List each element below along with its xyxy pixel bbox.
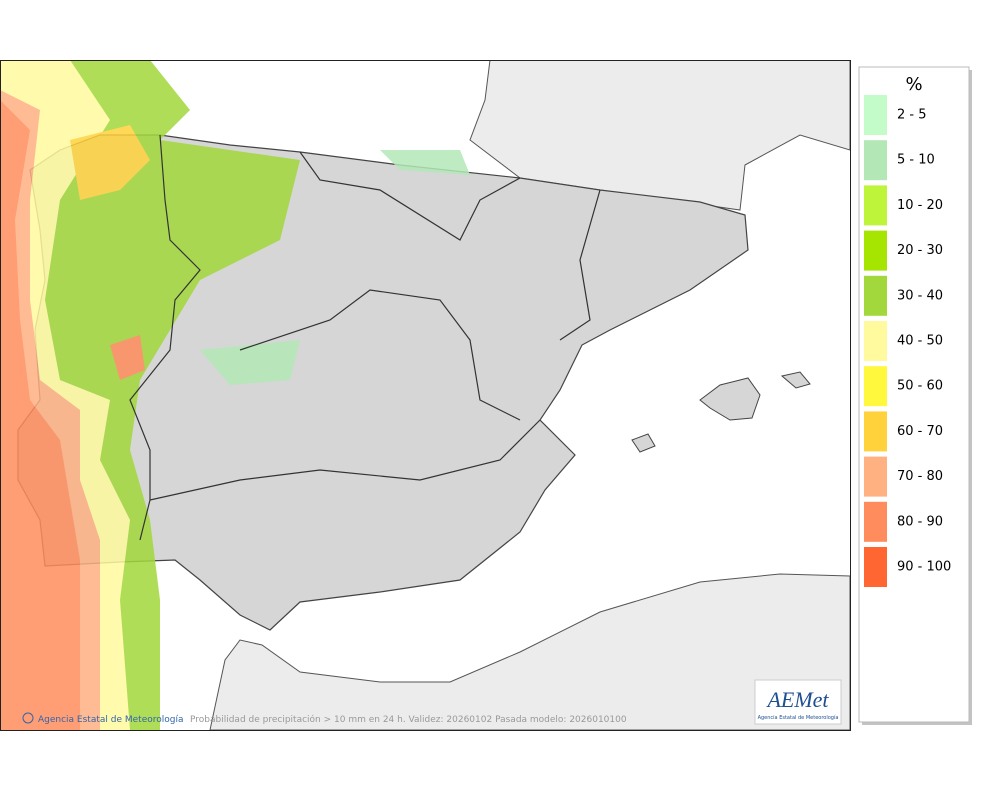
- legend-label: 90 - 100: [897, 560, 951, 575]
- logo-name: AEMet: [765, 687, 829, 712]
- france: [469, 60, 850, 211]
- legend-items: 2 - 5 5 - 10 10 - 20 20 - 30 30 - 40 40 - 50 5…: [864, 95, 951, 587]
- africa: [209, 573, 850, 730]
- legend-swatch: [864, 275, 887, 316]
- caption: Probabilidad de precipitación > 10 mm en…: [190, 714, 627, 725]
- legend-swatch: [864, 547, 887, 587]
- legend-label: 5 - 10: [897, 153, 935, 168]
- legend-swatch: [864, 456, 887, 497]
- logo-subtitle: Agencia Estatal de Meteorología: [758, 714, 839, 721]
- legend-swatch: [864, 501, 887, 542]
- credit: Agencia Estatal de Meteorología: [38, 715, 184, 725]
- legend-label: 50 - 60: [897, 379, 943, 394]
- legend-label: 20 - 30: [897, 243, 943, 258]
- legend-label: 70 - 80: [897, 469, 943, 484]
- legend-label: 10 - 20: [897, 198, 943, 213]
- copyright-icon: [22, 712, 34, 724]
- mallorca: [699, 377, 761, 421]
- menorca: [780, 371, 811, 389]
- legend-swatch: [864, 366, 887, 407]
- legend-swatch: [864, 140, 887, 181]
- legend-label: 30 - 40: [897, 288, 943, 303]
- legend-label: 2 - 5: [897, 108, 927, 123]
- legend-label: 60 - 70: [897, 424, 943, 439]
- legend-title: %: [905, 74, 922, 95]
- ibiza: [631, 433, 656, 453]
- region-borders: [129, 134, 601, 541]
- legend-label: 80 - 90: [897, 514, 943, 529]
- legend-swatch: [864, 321, 887, 361]
- legend-swatch: [864, 185, 887, 226]
- map-frame: [0, 60, 851, 731]
- map: [0, 60, 850, 730]
- legend-swatch: [864, 230, 887, 271]
- legend-swatch: [864, 411, 887, 452]
- precipitation-overlay: [0, 60, 470, 730]
- logo-box: [754, 679, 842, 725]
- legend-label: 40 - 50: [897, 334, 943, 349]
- legend-swatch: [864, 95, 887, 135]
